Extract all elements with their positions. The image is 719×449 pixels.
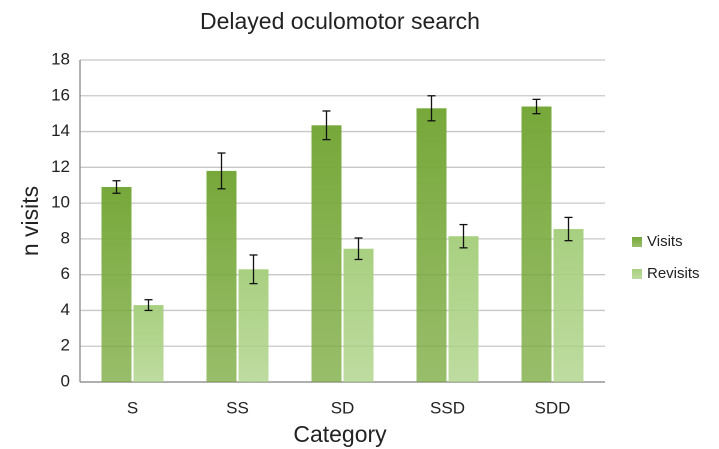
y-axis-label: n visits bbox=[17, 186, 43, 256]
x-tick-label: SSD bbox=[430, 398, 465, 417]
y-tick-label: 2 bbox=[61, 336, 70, 355]
error-bar bbox=[427, 95, 436, 122]
y-tick-label: 16 bbox=[51, 85, 70, 104]
error-bar bbox=[112, 180, 121, 194]
bar bbox=[343, 248, 374, 382]
bar bbox=[311, 125, 342, 383]
error-bar bbox=[322, 110, 331, 141]
bar bbox=[553, 229, 584, 382]
chart-title: Delayed oculomotor search bbox=[200, 8, 480, 34]
y-tick-label: 8 bbox=[61, 228, 70, 247]
legend-swatch bbox=[632, 237, 642, 247]
error-bar bbox=[564, 216, 573, 242]
bar bbox=[521, 106, 552, 382]
error-bar bbox=[459, 223, 468, 249]
y-tick-label: 10 bbox=[51, 193, 70, 212]
bar bbox=[448, 236, 479, 382]
legend-label: Visits bbox=[647, 233, 683, 250]
bar bbox=[238, 269, 269, 382]
y-tick-label: 18 bbox=[51, 49, 70, 68]
bar bbox=[101, 187, 132, 382]
y-tick-label: 0 bbox=[61, 371, 70, 390]
bar bbox=[416, 108, 447, 383]
y-tick-label: 6 bbox=[61, 264, 70, 283]
bar bbox=[133, 305, 164, 382]
error-bar bbox=[217, 152, 226, 190]
y-tick-label: 4 bbox=[61, 300, 70, 319]
x-tick-label: SDD bbox=[535, 398, 571, 417]
bar bbox=[206, 170, 237, 382]
y-tick-label: 12 bbox=[51, 157, 70, 176]
y-tick-label: 14 bbox=[51, 121, 70, 140]
x-tick-label: SS bbox=[226, 398, 249, 417]
x-tick-label: S bbox=[127, 398, 138, 417]
error-bar bbox=[144, 299, 153, 312]
legend-swatch bbox=[632, 269, 642, 279]
x-axis-label: Category bbox=[293, 421, 387, 447]
error-bar bbox=[249, 254, 258, 285]
error-bar bbox=[532, 98, 541, 115]
error-bar bbox=[354, 237, 363, 261]
x-tick-label: SD bbox=[331, 398, 355, 417]
legend-label: Revisits bbox=[647, 265, 700, 282]
